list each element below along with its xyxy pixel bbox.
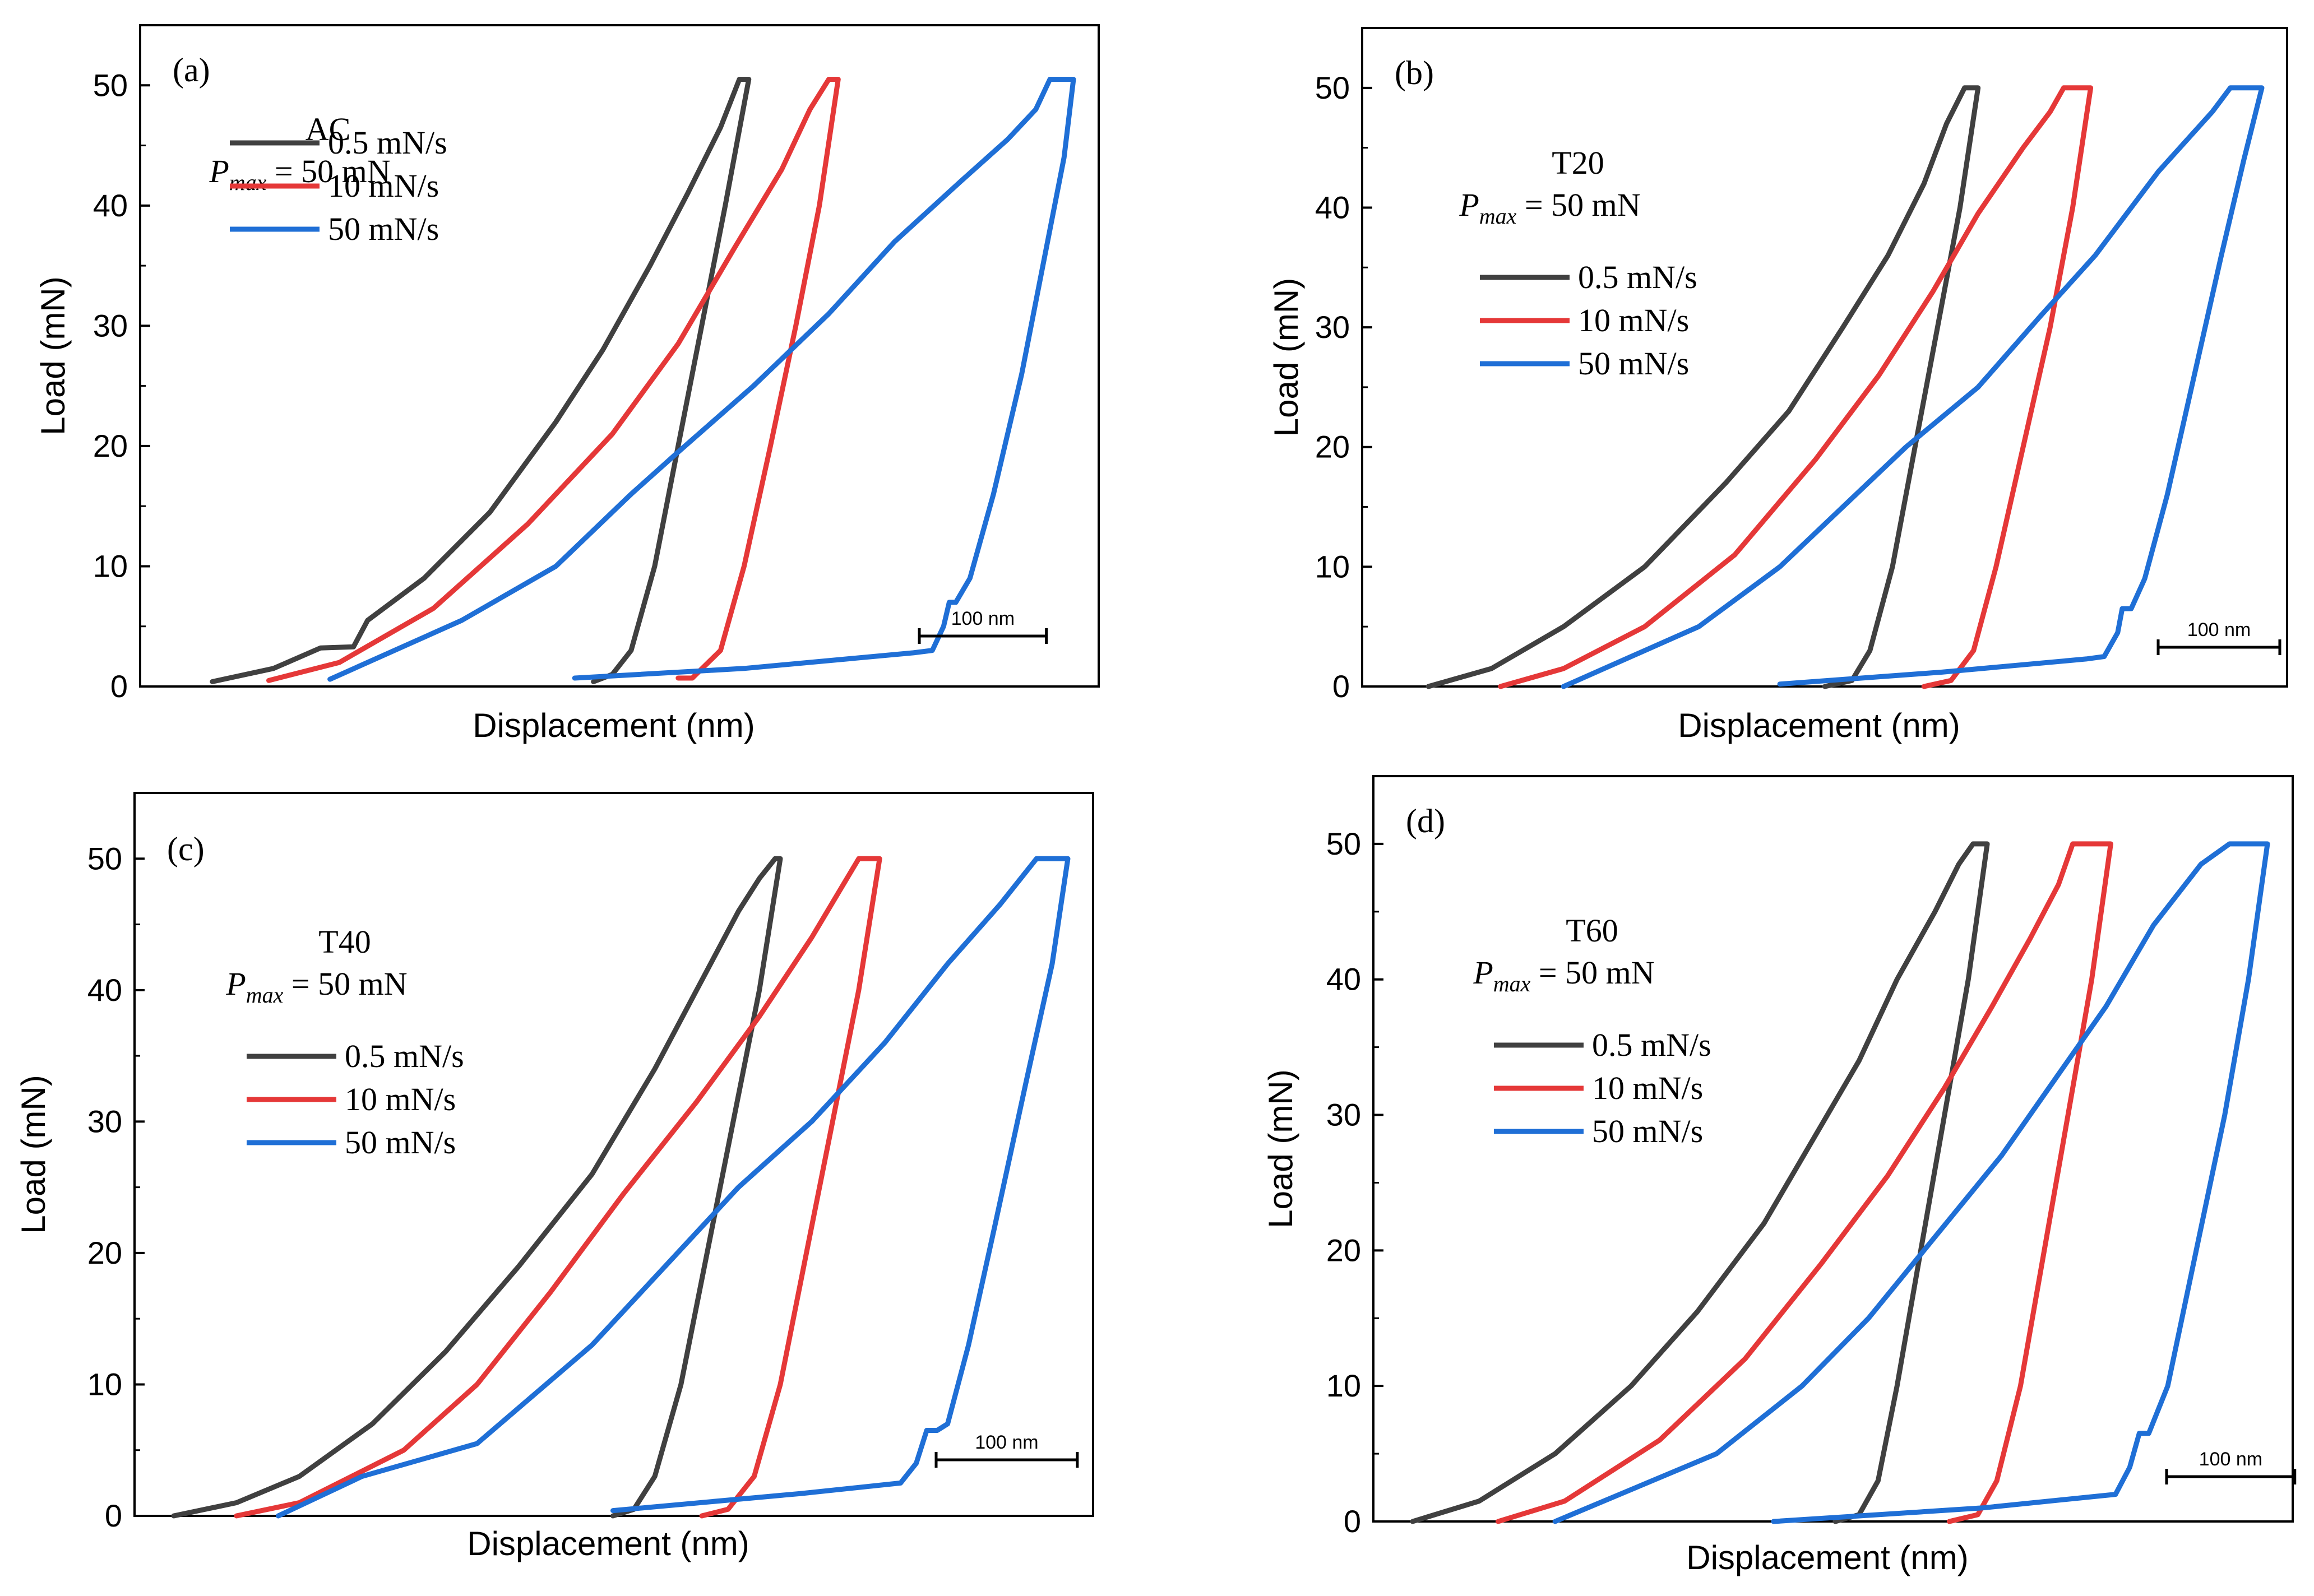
legend-label: 10 mN/s: [345, 1081, 456, 1117]
plot-frame: [1372, 775, 2294, 1523]
y-tick-label: 50: [1315, 70, 1350, 105]
y-axis-title: Load (mN): [1267, 278, 1305, 437]
panel-label: (b): [1395, 54, 1434, 91]
legend-label: 0.5 mN/s: [1592, 1027, 1711, 1063]
x-axis-title: Displacement (nm): [473, 707, 755, 744]
chart-panel-a: 0 10 20 30 40 50 Load (mN) Displacement (nm) (a)…: [34, 24, 1100, 744]
y-tick-label: 50: [1326, 826, 1361, 861]
y-tick-label: 0: [110, 669, 128, 704]
legend-label: 50 mN/s: [1592, 1113, 1703, 1149]
y-tick-label: 10: [1326, 1368, 1361, 1403]
chart-panel-b: 0 10 20 30 40 50 Load (mN) Displacement (nm) (b)…: [1267, 27, 2288, 744]
pmax-label: Pmax = 50 mN: [225, 966, 407, 1008]
y-axis-title: Load (mN): [15, 1075, 52, 1233]
legend-label: 0.5 mN/s: [1578, 259, 1697, 295]
scale-bar: 100 nm: [918, 608, 1048, 644]
series-line-10-mn-s: [1498, 85, 2094, 689]
y-tick-label: 40: [1326, 962, 1361, 997]
y-axis-title: Load (mN): [34, 276, 72, 435]
legend-item: 50 mN/s: [1480, 345, 1689, 382]
legend-label: 50 mN/s: [328, 211, 439, 247]
legend-item: 0.5 mN/s: [1494, 1027, 1711, 1063]
legend-item: 10 mN/s: [230, 168, 439, 204]
scale-bar-label: 100 nm: [951, 608, 1015, 629]
y-tick-label: 0: [105, 1498, 122, 1533]
legend-item: 10 mN/s: [1494, 1070, 1703, 1106]
scale-bar-label: 100 nm: [975, 1432, 1038, 1453]
y-tick-label: 50: [93, 67, 128, 103]
chart-panel-d: 0 10 20 30 40 50 Load (mN) Displacement (nm) (d)…: [1262, 775, 2297, 1576]
y-axis-title: Load (mN): [1262, 1069, 1299, 1228]
y-tick-label: 10: [1315, 549, 1350, 584]
y-tick-label: 30: [93, 308, 128, 343]
legend-label: 50 mN/s: [345, 1124, 456, 1161]
y-tick-label: 0: [1332, 669, 1350, 704]
y-tick-label: 20: [87, 1235, 122, 1270]
pmax-label: Pmax = 50 mN: [1473, 954, 1654, 996]
y-tick-label: 40: [1315, 189, 1350, 225]
y-tick-label: 20: [93, 428, 128, 463]
legend-item: 10 mN/s: [1480, 302, 1689, 338]
panel-label: (a): [173, 52, 210, 89]
legend-item: 50 mN/s: [230, 211, 439, 247]
legend-item: 10 mN/s: [247, 1081, 456, 1117]
chart-panel-c: 0 10 20 30 40 50 Load (mN) Displacement (nm) (c)…: [15, 792, 1094, 1562]
x-axis-title: Displacement (nm): [1678, 707, 1960, 744]
pmax-label: Pmax = 50 mN: [209, 153, 390, 195]
y-tick-label: 30: [1326, 1097, 1361, 1133]
legend-label: 10 mN/s: [328, 168, 439, 204]
series-line-0-5-mn-s: [210, 77, 752, 684]
x-axis-title: Displacement (nm): [1686, 1539, 1968, 1576]
sample-label: T20: [1552, 145, 1604, 181]
legend-label: 0.5 mN/s: [345, 1038, 464, 1074]
scale-bar-label: 100 nm: [2199, 1449, 2262, 1470]
y-tick-label: 30: [1315, 309, 1350, 345]
scale-bar: 100 nm: [2156, 619, 2281, 655]
legend-item: 0.5 mN/s: [247, 1038, 464, 1074]
y-tick-label: 40: [87, 972, 122, 1008]
legend-item: 50 mN/s: [247, 1124, 456, 1161]
series-line-0-5-mn-s: [171, 856, 783, 1519]
series-line-50-mn-s: [327, 77, 1076, 682]
legend-item: 0.5 mN/s: [1480, 259, 1697, 295]
y-tick-label: 50: [87, 841, 122, 876]
series-line-50-mn-s: [1561, 85, 2265, 689]
legend-label: 10 mN/s: [1578, 302, 1689, 338]
y-tick-label: 20: [1315, 429, 1350, 465]
y-tick-label: 10: [87, 1366, 122, 1402]
y-tick-label: 20: [1326, 1232, 1361, 1268]
series-line-50-mn-s: [1552, 841, 2270, 1524]
scale-bar: 100 nm: [934, 1432, 1079, 1468]
series-line-0-5-mn-s: [1426, 85, 1981, 689]
scale-bar-label: 100 nm: [2187, 619, 2251, 641]
panel-label: (d): [1406, 802, 1445, 839]
legend-label: 50 mN/s: [1578, 345, 1689, 382]
x-axis-title: Displacement (nm): [467, 1525, 749, 1562]
sample-label: T40: [318, 924, 371, 960]
scale-bar: 100 nm: [2165, 1449, 2297, 1484]
series-line-50-mn-s: [276, 856, 1071, 1519]
series-line-10-mn-s: [234, 856, 882, 1519]
y-tick-label: 10: [93, 548, 128, 583]
series-line-10-mn-s: [266, 77, 841, 683]
plot-frame: [133, 792, 1094, 1517]
series-line-10-mn-s: [1496, 841, 2113, 1524]
y-tick-label: 30: [87, 1103, 122, 1139]
sample-label: T60: [1566, 912, 1618, 949]
plot-frame: [139, 24, 1100, 688]
y-tick-label: 0: [1344, 1504, 1361, 1539]
legend-item: 0.5 mN/s: [230, 124, 447, 161]
pmax-label: Pmax = 50 mN: [1459, 187, 1640, 229]
panel-label: (c): [167, 831, 205, 867]
legend-item: 50 mN/s: [1494, 1113, 1703, 1149]
legend-label: 10 mN/s: [1592, 1070, 1703, 1106]
y-tick-label: 40: [93, 188, 128, 223]
legend-label: 0.5 mN/s: [328, 124, 447, 161]
series-line-0-5-mn-s: [1410, 841, 1990, 1524]
